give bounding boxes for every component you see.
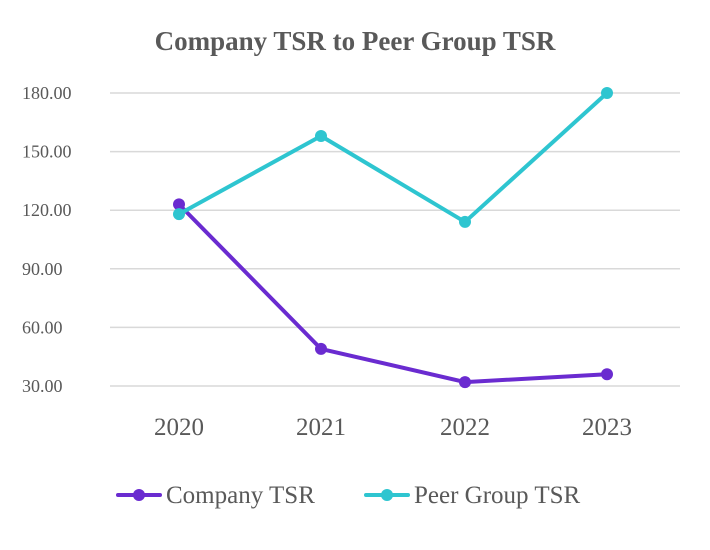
- y-tick-label: 90.00: [22, 259, 63, 279]
- y-tick-label: 30.00: [22, 376, 63, 396]
- data-point-peer-group-tsr[interactable]: [315, 129, 327, 142]
- data-point-peer-group-tsr[interactable]: [601, 87, 613, 99]
- y-axis-ticks: 30.00 60.00 90.00 120.00 150.00 180.00: [22, 83, 72, 396]
- series-line-company-tsr: [177, 202, 609, 385]
- legend-label-company-tsr: Company TSR: [166, 482, 315, 509]
- x-tick-label: 2022: [440, 414, 490, 441]
- legend-item-peer-group-tsr[interactable]: Peer Group TSR: [364, 482, 581, 509]
- x-tick-label: 2023: [582, 414, 632, 441]
- legend-item-company-tsr[interactable]: Company TSR: [116, 482, 315, 509]
- legend-marker-company-tsr: [133, 489, 145, 501]
- data-point-company-tsr[interactable]: [601, 368, 613, 381]
- series-line-peer-group-tsr: [177, 91, 609, 224]
- data-point-company-tsr[interactable]: [315, 342, 327, 355]
- data-point-peer-group-tsr[interactable]: [173, 208, 185, 221]
- data-point-peer-group-tsr[interactable]: [459, 215, 471, 228]
- legend-label-peer-group-tsr: Peer Group TSR: [414, 482, 581, 509]
- x-tick-label: 2021: [296, 414, 346, 441]
- series-company-tsr: [173, 198, 613, 389]
- x-tick-label: 2020: [154, 414, 204, 441]
- y-tick-label: 60.00: [22, 317, 63, 337]
- grid-lines: [110, 92, 680, 387]
- data-point-company-tsr[interactable]: [459, 376, 471, 389]
- y-tick-label: 150.00: [22, 142, 72, 162]
- chart-title: Company TSR to Peer Group TSR: [155, 26, 556, 56]
- data-point-company-tsr[interactable]: [173, 198, 185, 211]
- y-tick-label: 120.00: [22, 200, 72, 220]
- x-axis-ticks: 2020 2021 2022 2023: [154, 414, 632, 441]
- y-tick-label: 180.00: [22, 83, 72, 103]
- series-peer-group-tsr: [173, 87, 613, 228]
- legend: Company TSR Peer Group TSR: [116, 482, 581, 509]
- legend-marker-peer-group-tsr: [381, 489, 393, 501]
- series-layer: [173, 87, 613, 389]
